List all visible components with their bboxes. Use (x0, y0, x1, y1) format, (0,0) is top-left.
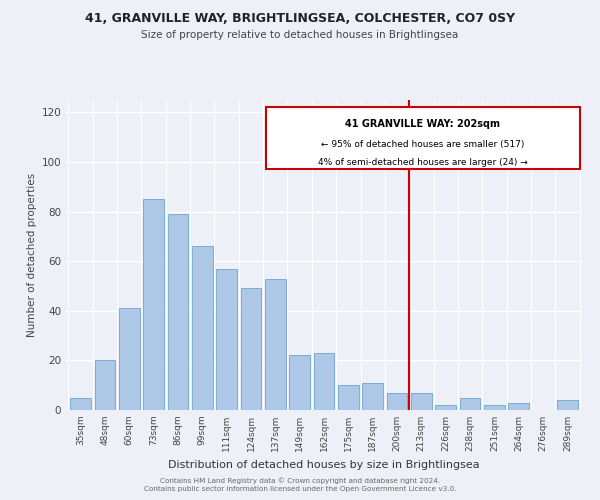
Bar (386, 392, 407, 410)
Bar (241, 288, 262, 410)
Bar (411, 392, 432, 410)
Bar (192, 246, 212, 410)
Text: Contains HM Land Registry data © Crown copyright and database right 2024.
Contai: Contains HM Land Registry data © Crown c… (144, 478, 456, 492)
Bar (70, 398, 91, 410)
Bar (167, 214, 188, 410)
Text: ← 95% of detached houses are smaller (517): ← 95% of detached houses are smaller (51… (321, 140, 524, 148)
Text: 41 GRANVILLE WAY: 202sqm: 41 GRANVILLE WAY: 202sqm (345, 118, 500, 128)
Text: Size of property relative to detached houses in Brightlingsea: Size of property relative to detached ho… (142, 30, 458, 40)
Bar (338, 385, 359, 410)
Bar (557, 400, 578, 410)
Text: 4% of semi-detached houses are larger (24) →: 4% of semi-detached houses are larger (2… (318, 158, 527, 168)
Y-axis label: Number of detached properties: Number of detached properties (27, 173, 37, 337)
Text: 41, GRANVILLE WAY, BRIGHTLINGSEA, COLCHESTER, CO7 0SY: 41, GRANVILLE WAY, BRIGHTLINGSEA, COLCHE… (85, 12, 515, 26)
Bar (265, 278, 286, 410)
Bar (436, 405, 456, 410)
Bar (289, 356, 310, 410)
Bar (314, 353, 334, 410)
FancyBboxPatch shape (266, 108, 580, 170)
Bar (508, 402, 529, 410)
Bar (143, 199, 164, 410)
Bar (119, 308, 140, 410)
Bar (216, 268, 237, 410)
Bar (484, 405, 505, 410)
Bar (362, 382, 383, 410)
Bar (95, 360, 115, 410)
Bar (460, 398, 481, 410)
X-axis label: Distribution of detached houses by size in Brightlingsea: Distribution of detached houses by size … (168, 460, 480, 469)
